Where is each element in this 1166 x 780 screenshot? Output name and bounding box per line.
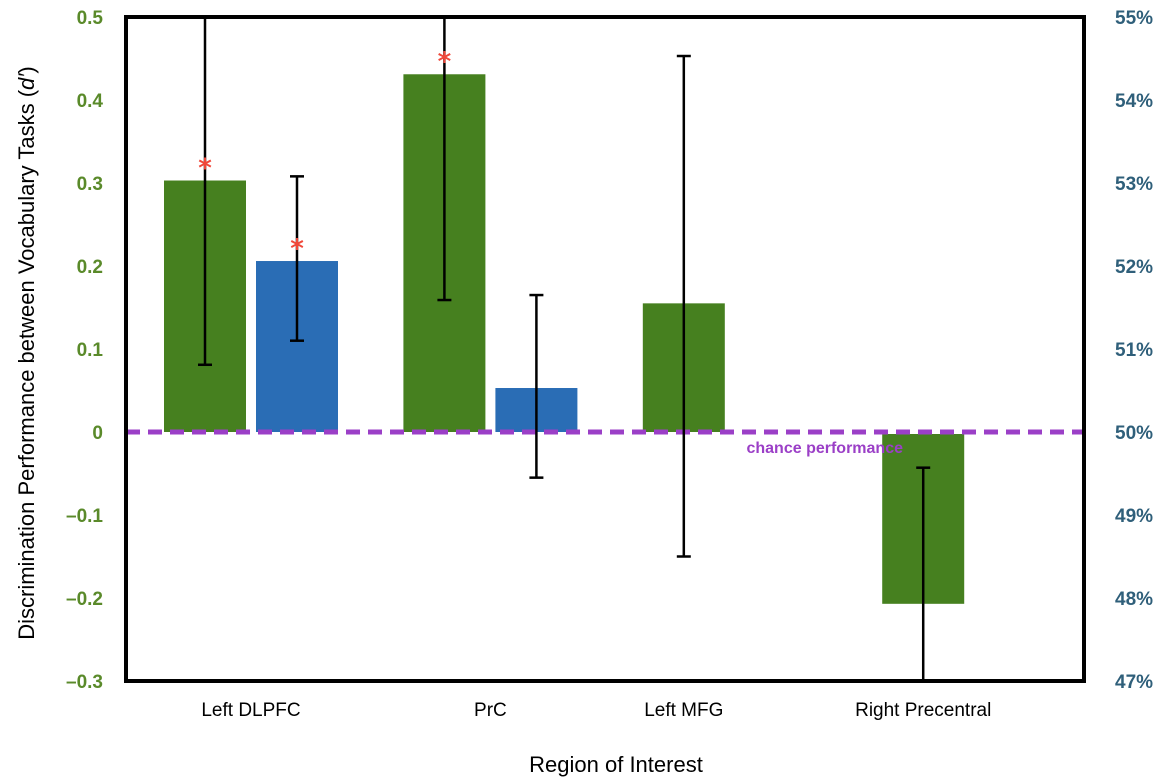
x-tick-label: Right Precentral: [855, 700, 991, 721]
y-tick-label-right: 52%: [1115, 257, 1153, 278]
y-axis-title-italic: d′: [14, 73, 39, 90]
x-axis-title: Region of Interest: [529, 752, 703, 777]
y-tick-label-right: 54%: [1115, 91, 1153, 112]
x-tick-label: Left MFG: [644, 700, 723, 721]
ticks: 0.5 55% 0.4 54% 0.3 53% 0.2 52% 0.1 51% 0 50% –0.1 49…: [66, 8, 1153, 721]
y-axis-title-end: ): [14, 66, 39, 73]
y-axis-title: Discrimination Performance between Vocab…: [14, 66, 39, 640]
y-tick-label-left: –0.2: [66, 589, 103, 610]
y-tick-label-right: 48%: [1115, 589, 1153, 610]
plot-frame: [124, 15, 1086, 683]
significance-star: *: [438, 47, 452, 77]
y-tick-label-left: 0.3: [77, 174, 103, 195]
y-tick-label-right: 53%: [1115, 174, 1153, 195]
y-tick-label-left: 0: [92, 423, 103, 444]
y-tick-label-left: –0.1: [66, 506, 103, 527]
significance-star: *: [290, 234, 304, 264]
y-tick-label-right: 47%: [1115, 672, 1153, 693]
chance-label: chance performance: [746, 440, 903, 457]
y-axis-title-main: Discrimination Performance between Vocab…: [14, 89, 39, 640]
y-tick-label-left: 0.4: [77, 91, 104, 112]
y-tick-label-left: 0.1: [77, 340, 104, 361]
x-tick-label: Left DLPFC: [201, 700, 300, 721]
y-tick-label-right: 50%: [1115, 423, 1153, 444]
y-tick-label-left: 0.5: [77, 8, 104, 29]
significance-star: *: [198, 153, 212, 183]
y-tick-label-right: 51%: [1115, 340, 1153, 361]
y-tick-label-left: –0.3: [66, 672, 103, 693]
x-tick-label: PrC: [474, 700, 507, 721]
y-tick-label-right: 49%: [1115, 506, 1153, 527]
plot-area: chance performance * * *: [126, 17, 1084, 681]
y-tick-label-right: 55%: [1115, 8, 1153, 29]
y-tick-label-left: 0.2: [77, 257, 103, 278]
